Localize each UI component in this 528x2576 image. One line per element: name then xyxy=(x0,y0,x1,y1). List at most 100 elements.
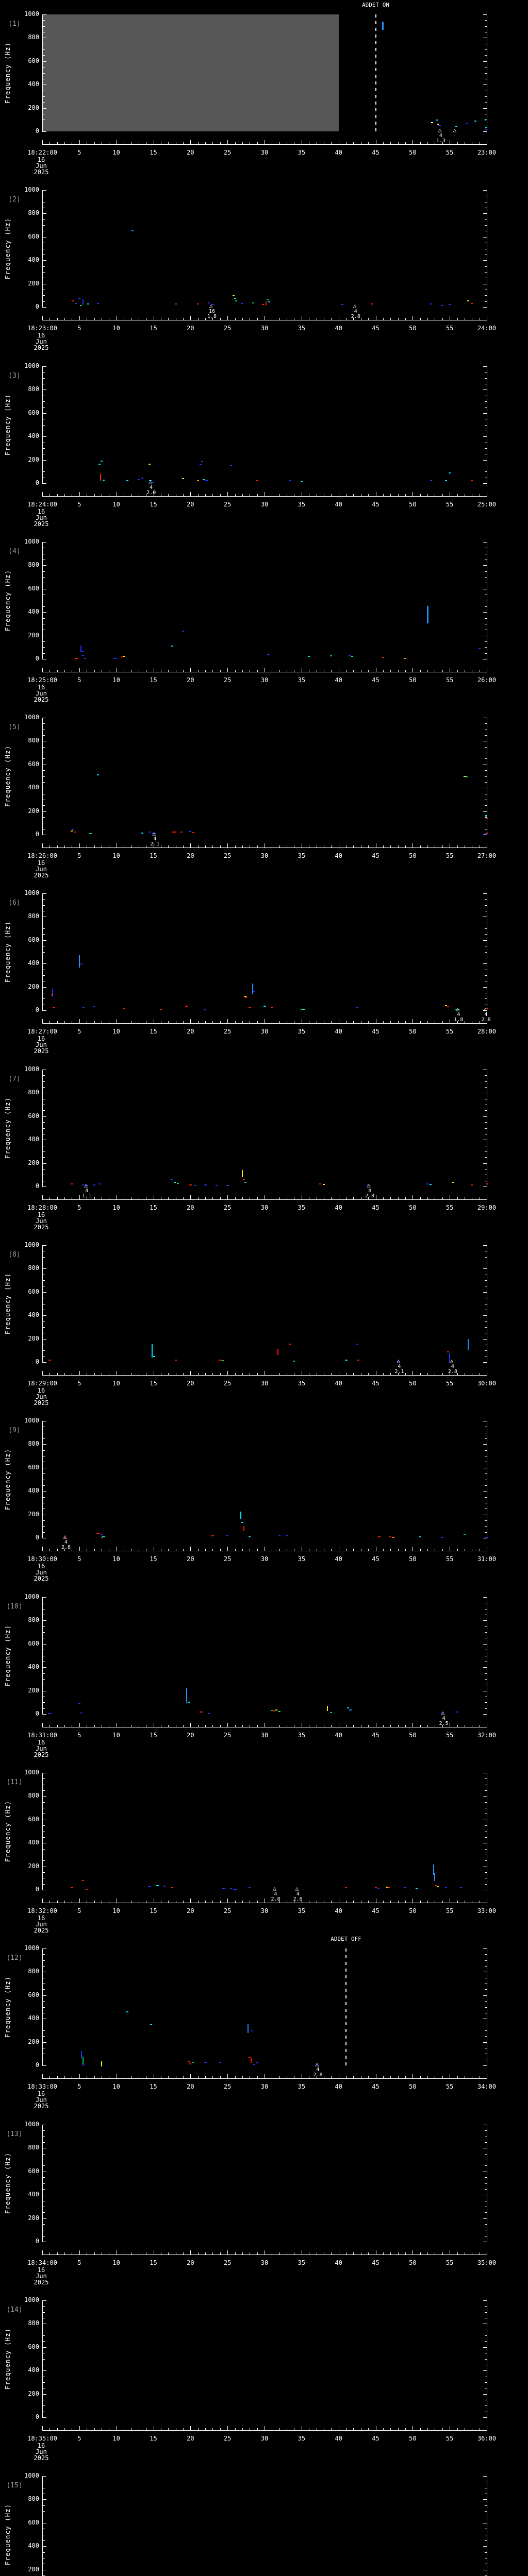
y-major-tick xyxy=(483,987,487,988)
x-minor-tick xyxy=(390,318,391,320)
y-minor-tick xyxy=(485,647,487,648)
y-tick-label: 600 xyxy=(28,584,39,592)
panel-number-label: (5) xyxy=(8,723,21,731)
x-major-tick xyxy=(227,668,228,672)
y-minor-tick xyxy=(485,2030,487,2031)
x-minor-tick xyxy=(279,1549,280,1551)
x-minor-tick xyxy=(64,1901,65,1903)
y-axis-title-wrap: Frequency (Hz) xyxy=(0,1948,15,2065)
x-minor-tick xyxy=(353,2252,354,2255)
x-tick-label: 10 xyxy=(112,1028,120,1035)
x-minor-tick xyxy=(197,1549,199,1551)
detection-marker xyxy=(434,1873,436,1882)
detection-marker xyxy=(222,1360,224,1361)
detection-marker xyxy=(159,1008,162,1010)
x-tick-label: 15 xyxy=(150,149,157,156)
x-tick-label: 15 xyxy=(150,2435,157,2442)
y-tick-label: 0 xyxy=(35,303,39,310)
y-minor-tick xyxy=(485,20,487,21)
x-minor-tick xyxy=(220,2252,221,2255)
y-major-tick xyxy=(483,131,487,132)
x-minor-tick xyxy=(235,318,236,320)
detection-marker xyxy=(74,303,77,304)
y-tick-label: 1000 xyxy=(24,889,39,896)
detection-marker xyxy=(265,301,267,306)
y-minor-tick xyxy=(485,1280,487,1281)
x-start-time-label: 18:35:00 xyxy=(27,2435,57,2442)
x-tick-label: 50 xyxy=(409,852,417,859)
x-minor-tick xyxy=(420,1197,421,1199)
y-axis-left-spine xyxy=(42,1070,43,1187)
x-tick-label: 5 xyxy=(77,1732,81,1739)
y-minor-tick xyxy=(43,1485,45,1486)
x-minor-tick xyxy=(442,494,443,496)
x-tick-label: 5 xyxy=(77,2083,81,2090)
y-major-tick xyxy=(483,366,487,367)
y-minor-tick xyxy=(485,2183,487,2184)
y-major-tick xyxy=(43,2476,46,2477)
y-minor-tick xyxy=(43,758,45,759)
x-tick-label: 35 xyxy=(298,1907,306,1914)
x-minor-tick xyxy=(368,2428,369,2430)
detection-marker xyxy=(149,480,152,481)
x-minor-tick xyxy=(442,845,443,848)
y-major-tick xyxy=(43,61,46,62)
x-minor-tick xyxy=(405,142,406,144)
detection-marker xyxy=(485,129,487,131)
detection-marker xyxy=(484,833,487,835)
x-minor-tick xyxy=(390,1549,391,1551)
detection-marker xyxy=(148,463,151,465)
x-major-tick xyxy=(227,316,228,320)
detection-marker xyxy=(437,123,439,125)
x-end-time-label: 26:00 xyxy=(477,676,497,684)
x-tick-label: 30 xyxy=(260,149,269,156)
y-major-tick xyxy=(43,413,46,414)
y-tick-label: 400 xyxy=(28,432,39,440)
x-start-time-label: 18:30:00 xyxy=(27,1555,57,1563)
detection-marker xyxy=(474,121,477,122)
x-axis-date-line: Jun xyxy=(36,1569,47,1576)
x-minor-tick xyxy=(220,1901,221,1903)
x-minor-tick xyxy=(398,2076,399,2078)
x-minor-tick xyxy=(57,670,58,672)
x-minor-tick xyxy=(235,1901,236,1903)
x-minor-tick xyxy=(383,2428,384,2430)
x-tick-label: 10 xyxy=(112,2435,120,2442)
x-minor-tick xyxy=(368,1901,369,1903)
y-minor-tick xyxy=(485,577,487,578)
x-axis-date-line: 16 xyxy=(37,1035,45,1042)
x-minor-tick xyxy=(183,1901,184,1903)
y-major-tick xyxy=(483,307,487,308)
detection-marker xyxy=(75,657,78,659)
x-minor-tick xyxy=(420,494,421,496)
x-axis-date-line: 2025 xyxy=(34,1751,49,1758)
x-minor-tick xyxy=(94,2428,95,2430)
y-minor-tick xyxy=(485,975,487,976)
x-minor-tick xyxy=(427,142,428,144)
x-minor-tick xyxy=(457,1901,458,1903)
detection-marker xyxy=(485,127,487,129)
detection-marker xyxy=(200,464,202,465)
x-minor-tick xyxy=(205,2428,206,2430)
y-minor-tick xyxy=(485,1532,487,1533)
y-axis-title: Frequency (Hz) xyxy=(4,1097,12,1159)
y-major-tick xyxy=(43,1643,46,1645)
x-start-time-label: 18:26:00 xyxy=(27,852,57,859)
x-tick-label: 25 xyxy=(223,1907,232,1914)
y-minor-tick xyxy=(485,1122,487,1123)
y-minor-tick xyxy=(43,1257,45,1258)
y-major-tick xyxy=(43,389,46,391)
detection-marker xyxy=(349,1709,352,1711)
x-end-time-label: 34:00 xyxy=(477,2083,497,2090)
x-major-tick xyxy=(227,1547,228,1551)
y-tick-label: 1000 xyxy=(24,714,39,721)
x-tick-label: 50 xyxy=(409,1732,417,1739)
x-tick-label: 15 xyxy=(150,1732,157,1739)
x-axis-date-line: Jun xyxy=(36,1217,47,1225)
x-minor-tick xyxy=(242,1549,243,1551)
y-major-tick xyxy=(43,190,46,191)
detection-marker xyxy=(444,480,447,481)
x-end-time-label: 33:00 xyxy=(477,1907,497,1914)
x-major-tick xyxy=(42,2426,43,2430)
